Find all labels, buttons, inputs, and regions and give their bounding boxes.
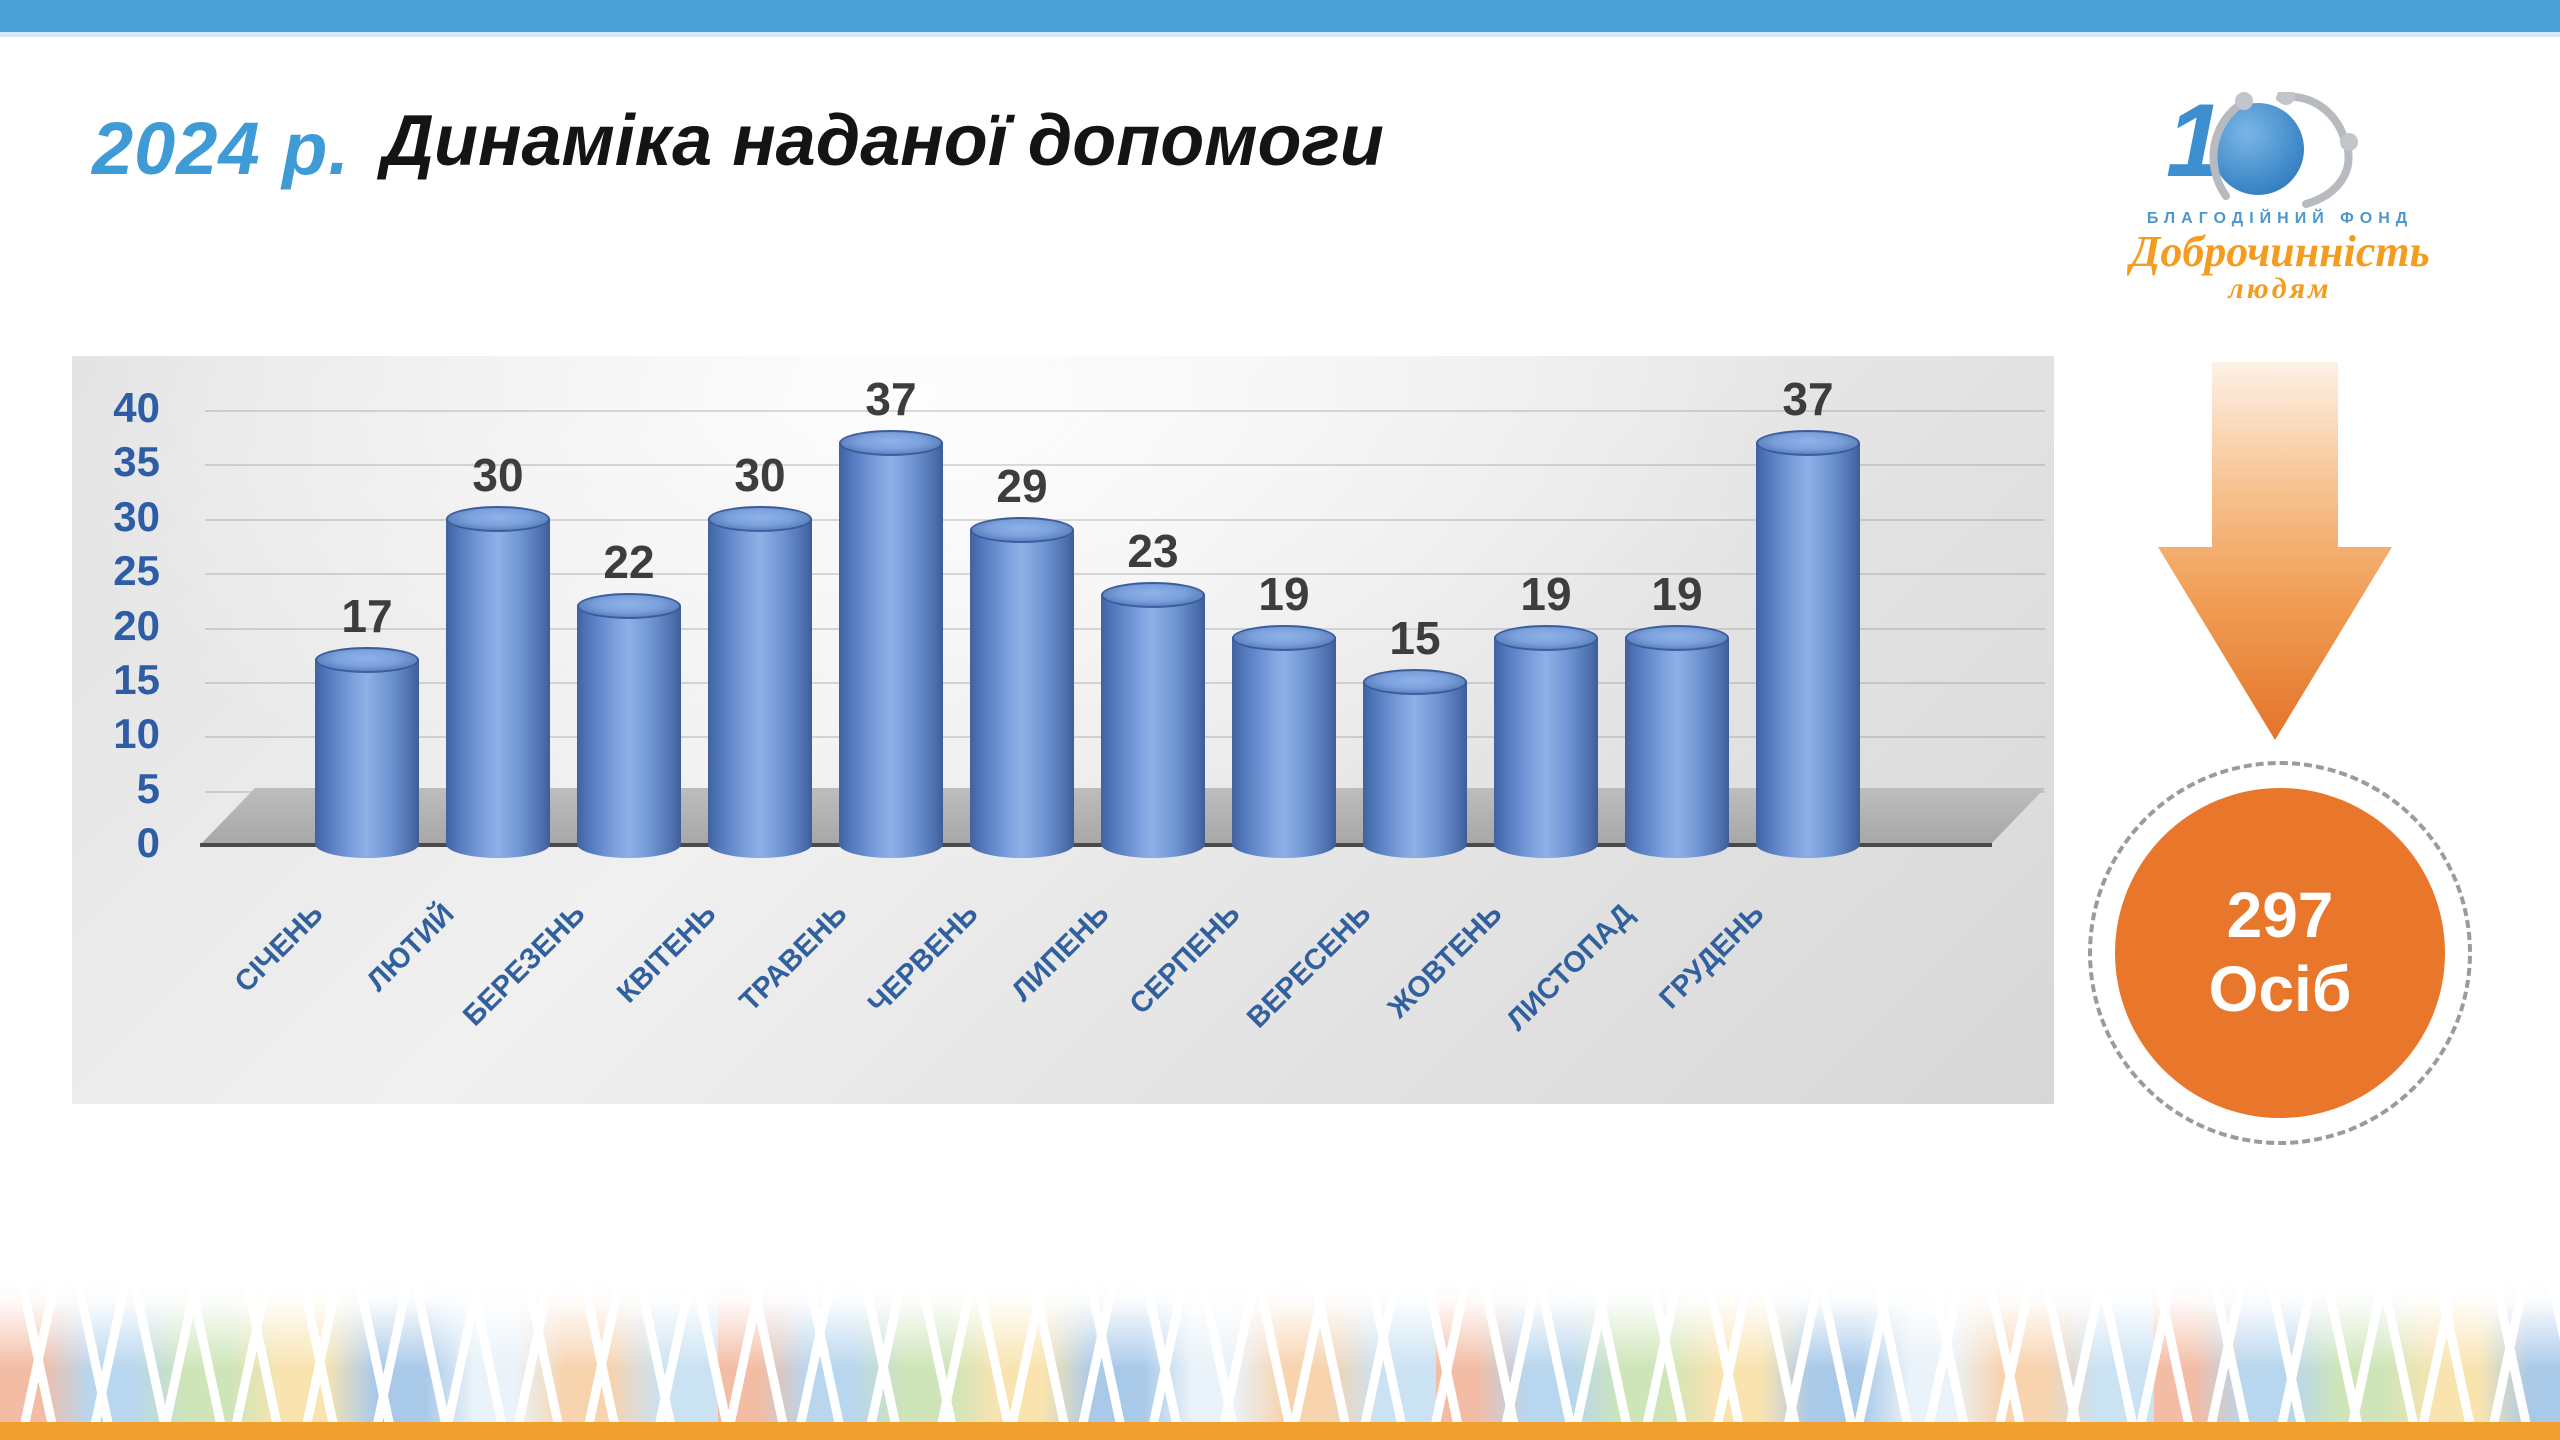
logo-org-name: Доброчинність [2130,227,2430,276]
total-value: 297 [2226,879,2334,952]
org-logo: 10 БЛАГОДІЙНИЙ ФОНД Доброчинність людям [2108,83,2452,310]
total-circle-ring: 297 Осіб [2088,761,2472,1145]
logo-org-name-2: людям [2228,272,2332,305]
bottom-decor-pattern [0,1283,2560,1422]
logo-globe-figures-icon [2209,92,2358,208]
total-circle: 297 Осіб [2115,788,2445,1118]
page-title: Динаміка наданої допомоги [382,101,1384,181]
top-accent-line [0,32,2560,37]
chart-panel [72,356,2054,1104]
year-label: 2024 р. [92,107,350,190]
bottom-accent-bar [0,1422,2560,1440]
total-unit: Осіб [2208,953,2352,1025]
top-accent-bar [0,0,2560,32]
logo-org-type: БЛАГОДІЙНИЙ ФОНД [2146,210,2414,227]
down-arrow-icon [2158,362,2392,740]
